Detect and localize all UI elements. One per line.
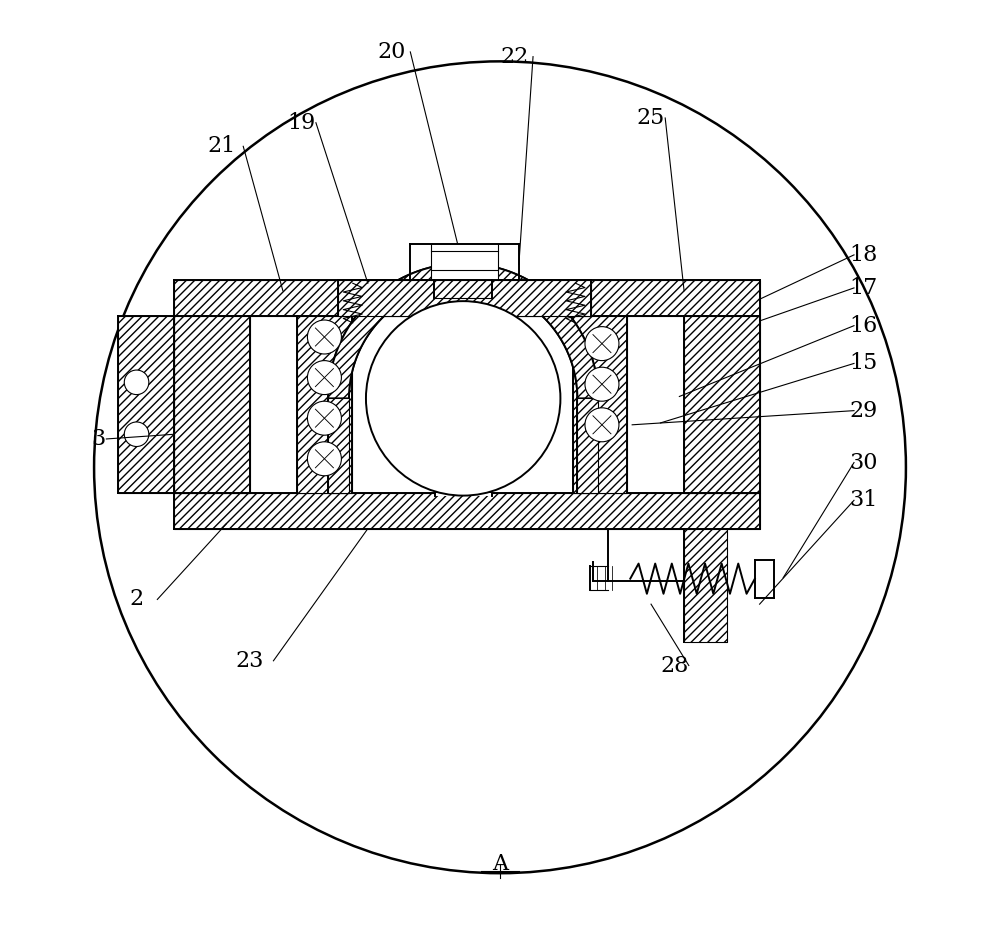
Text: 15: 15 [849,352,878,375]
Circle shape [585,408,619,442]
Circle shape [124,370,149,395]
Bar [573,316,627,493]
Text: 23: 23 [236,649,264,672]
Circle shape [307,361,341,395]
Circle shape [585,327,619,361]
Circle shape [366,301,560,496]
Bar [174,316,250,493]
Bar [684,529,727,642]
Text: 2: 2 [129,588,144,611]
Circle shape [307,401,341,435]
Bar [338,280,591,316]
Text: 20: 20 [377,41,406,63]
Bar [684,316,760,493]
Text: 22: 22 [500,45,528,68]
Text: 31: 31 [849,489,878,512]
Bar [577,398,598,493]
Text: A: A [492,852,508,875]
Text: 28: 28 [660,654,689,677]
Text: 21: 21 [207,135,236,158]
Text: 19: 19 [288,111,316,134]
Bar [328,398,349,493]
Circle shape [124,422,149,447]
Text: 16: 16 [849,314,878,337]
Text: 25: 25 [637,107,665,129]
Text: 3: 3 [92,428,106,450]
Bar [297,316,352,493]
Bar [118,316,174,493]
Circle shape [307,442,341,476]
Circle shape [307,320,341,354]
Text: 17: 17 [849,277,878,299]
Text: 29: 29 [849,399,878,422]
Bar [174,280,760,316]
Text: 30: 30 [849,451,878,474]
Polygon shape [328,263,598,398]
Bar [435,493,492,496]
Bar [431,244,498,280]
Circle shape [585,367,619,401]
Bar [174,493,760,529]
Text: 18: 18 [849,244,878,266]
